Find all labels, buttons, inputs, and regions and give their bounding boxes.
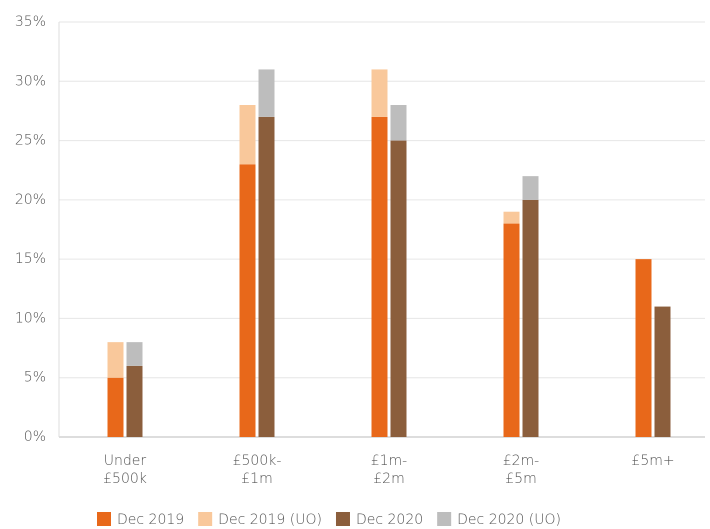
legend-label: Dec 2019 [117,512,184,528]
x-tick-label: £5m+ [631,453,674,469]
legend-label: Dec 2020 (UO) [457,512,561,528]
bar [239,164,256,438]
bar [522,176,539,200]
bar [107,342,124,378]
y-tick-label: 25% [15,133,46,149]
legend-swatch [335,512,350,526]
y-tick-label: 20% [15,192,46,208]
y-tick-label: 35% [15,14,46,30]
y-tick-label: 30% [15,73,46,89]
bar [258,69,275,117]
y-tick-label: 5% [24,370,46,386]
legend-swatch [97,512,111,526]
bar [371,69,388,117]
x-tick-label: £500k [103,471,147,487]
bar [522,199,539,437]
bar [239,105,256,165]
x-tick-label: £1m- [371,453,408,469]
legend-label: Dec 2019 (UO) [218,512,322,528]
x-tick-label: £2m [373,471,404,487]
bar [371,116,388,437]
x-tick-label: £2m- [503,453,540,469]
x-tick-label: £1m [241,471,272,487]
x-tick-label: Under [104,453,147,469]
bar [258,116,275,437]
bar [390,140,407,438]
legend-label: Dec 2020 [356,512,423,528]
bar [126,342,143,366]
legend-swatch [437,512,452,526]
bar [654,306,671,437]
bar [126,365,143,437]
legend-swatch [198,512,213,526]
y-tick-label: 15% [15,251,46,267]
bar [503,211,520,224]
x-tick-label: £500k- [233,453,282,469]
y-tick-label: 0% [24,429,46,445]
bar [390,105,407,141]
bar [503,223,520,437]
y-tick-label: 10% [15,310,46,326]
bar [107,377,124,437]
x-tick-label: £5m [505,471,536,487]
bar [635,259,652,437]
